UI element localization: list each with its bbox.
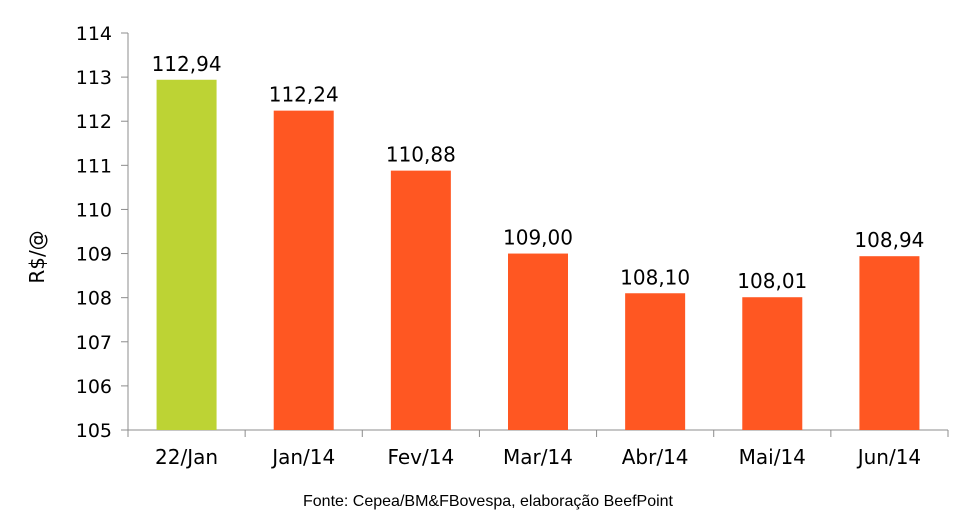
x-axis: 22/Jan Jan/14 Fev/14 Mar/14 Abr/14 Mai/14 Jun/… — [127, 429, 949, 469]
y-tick-label: 113 — [76, 67, 112, 89]
y-tick-label: 111 — [76, 155, 112, 177]
data-label: 110,88 — [386, 143, 456, 167]
bar — [859, 256, 920, 430]
y-tick-label: 105 — [76, 420, 112, 442]
y-axis: 105 106 107 108 109 110 111 112 113 114 — [76, 23, 129, 442]
bar — [390, 170, 451, 431]
y-tick-label: 112 — [76, 111, 112, 133]
x-tick-label: Fev/14 — [387, 445, 454, 469]
bar — [273, 110, 334, 430]
y-tick-label: 108 — [76, 288, 112, 310]
bar — [742, 297, 803, 430]
x-tick-label: Mar/14 — [503, 445, 573, 469]
y-tick-label: 114 — [76, 23, 112, 45]
x-tick-label: 22/Jan — [155, 445, 218, 469]
data-label: 108,01 — [737, 269, 807, 293]
bars — [156, 79, 920, 431]
x-tick-label: Jun/14 — [856, 445, 921, 469]
bar — [625, 293, 686, 430]
y-tick-label: 109 — [76, 244, 112, 266]
data-label: 112,94 — [152, 52, 222, 76]
data-label: 108,10 — [620, 265, 690, 289]
y-tick-label: 106 — [76, 376, 112, 398]
data-labels: 112,94 112,24 110,88 109,00 108,10 108,01 108,… — [152, 52, 925, 293]
x-tick-label: Abr/14 — [622, 445, 689, 469]
y-axis-title: R$/@ — [25, 230, 49, 283]
data-label: 112,24 — [269, 83, 339, 107]
x-tick-label: Jan/14 — [270, 445, 335, 469]
y-tick-label: 110 — [76, 199, 112, 221]
source-note: Fonte: Cepea/BM&FBovespa, elaboração Bee… — [303, 493, 673, 510]
data-label: 108,94 — [854, 228, 924, 252]
data-label: 109,00 — [503, 226, 573, 250]
bar — [508, 253, 568, 430]
y-tick-label: 107 — [76, 332, 112, 354]
bar — [156, 79, 217, 430]
x-tick-label: Mai/14 — [739, 445, 806, 469]
